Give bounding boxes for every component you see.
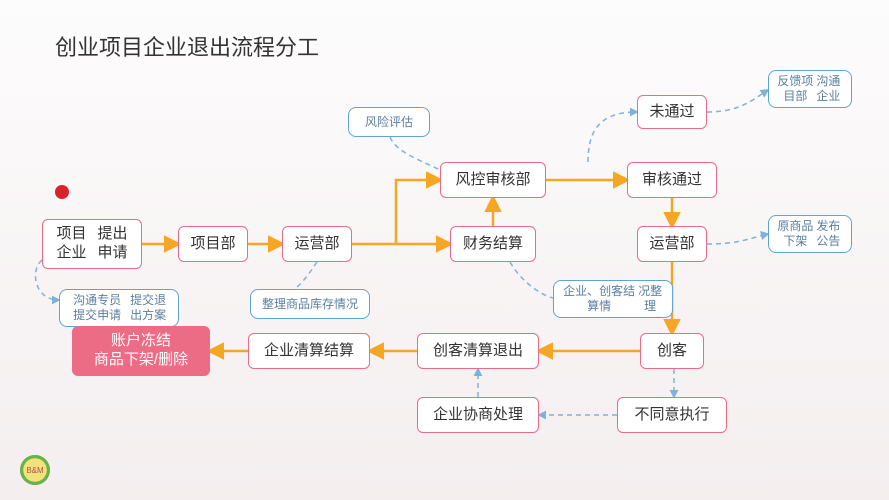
edge-dashed [510, 262, 553, 298]
node-risk_dept: 风控审核部 [440, 162, 546, 198]
node-fin_calc: 财务结算 [450, 226, 536, 262]
logo-badge: B&M [20, 455, 50, 485]
edge-dashed [390, 137, 440, 170]
node-maker: 创客 [640, 333, 704, 369]
node-feedback: 反馈项目部沟通企业 [768, 70, 852, 108]
node-unpublish: 原商品下架发布公告 [768, 215, 852, 253]
node-freeze: 账户冻结商品下架/删除 [72, 326, 210, 376]
node-corp_clear: 企业清算结算 [248, 333, 370, 369]
node-negotiate: 企业协商处理 [417, 397, 539, 433]
node-risk_eval: 风险评估 [348, 107, 430, 137]
node-proj_dept: 项目部 [178, 226, 248, 262]
node-maker_exit: 创客清算退出 [417, 333, 539, 369]
node-apply: 项目企业提出申请 [42, 219, 142, 269]
node-disagree: 不同意执行 [617, 397, 727, 433]
node-calc_sort: 企业、创客结算情况整理 [553, 280, 673, 318]
edge-dashed [588, 112, 637, 162]
edge-solid [396, 180, 440, 244]
node-not_pass: 未通过 [637, 95, 707, 129]
edge-dashed [707, 234, 768, 244]
page-title: 创业项目企业退出流程分工 [55, 30, 319, 62]
node-stock_sort: 整理商品库存情况 [250, 289, 370, 319]
edge-dashed [707, 90, 768, 112]
node-op_dept1: 运营部 [282, 226, 352, 262]
node-op_dept2: 运营部 [637, 226, 707, 262]
node-submit_plan: 沟通专员提交申请提交退出方案 [59, 289, 179, 327]
node-pass: 审核通过 [627, 162, 717, 198]
bullet-dot [55, 185, 69, 199]
